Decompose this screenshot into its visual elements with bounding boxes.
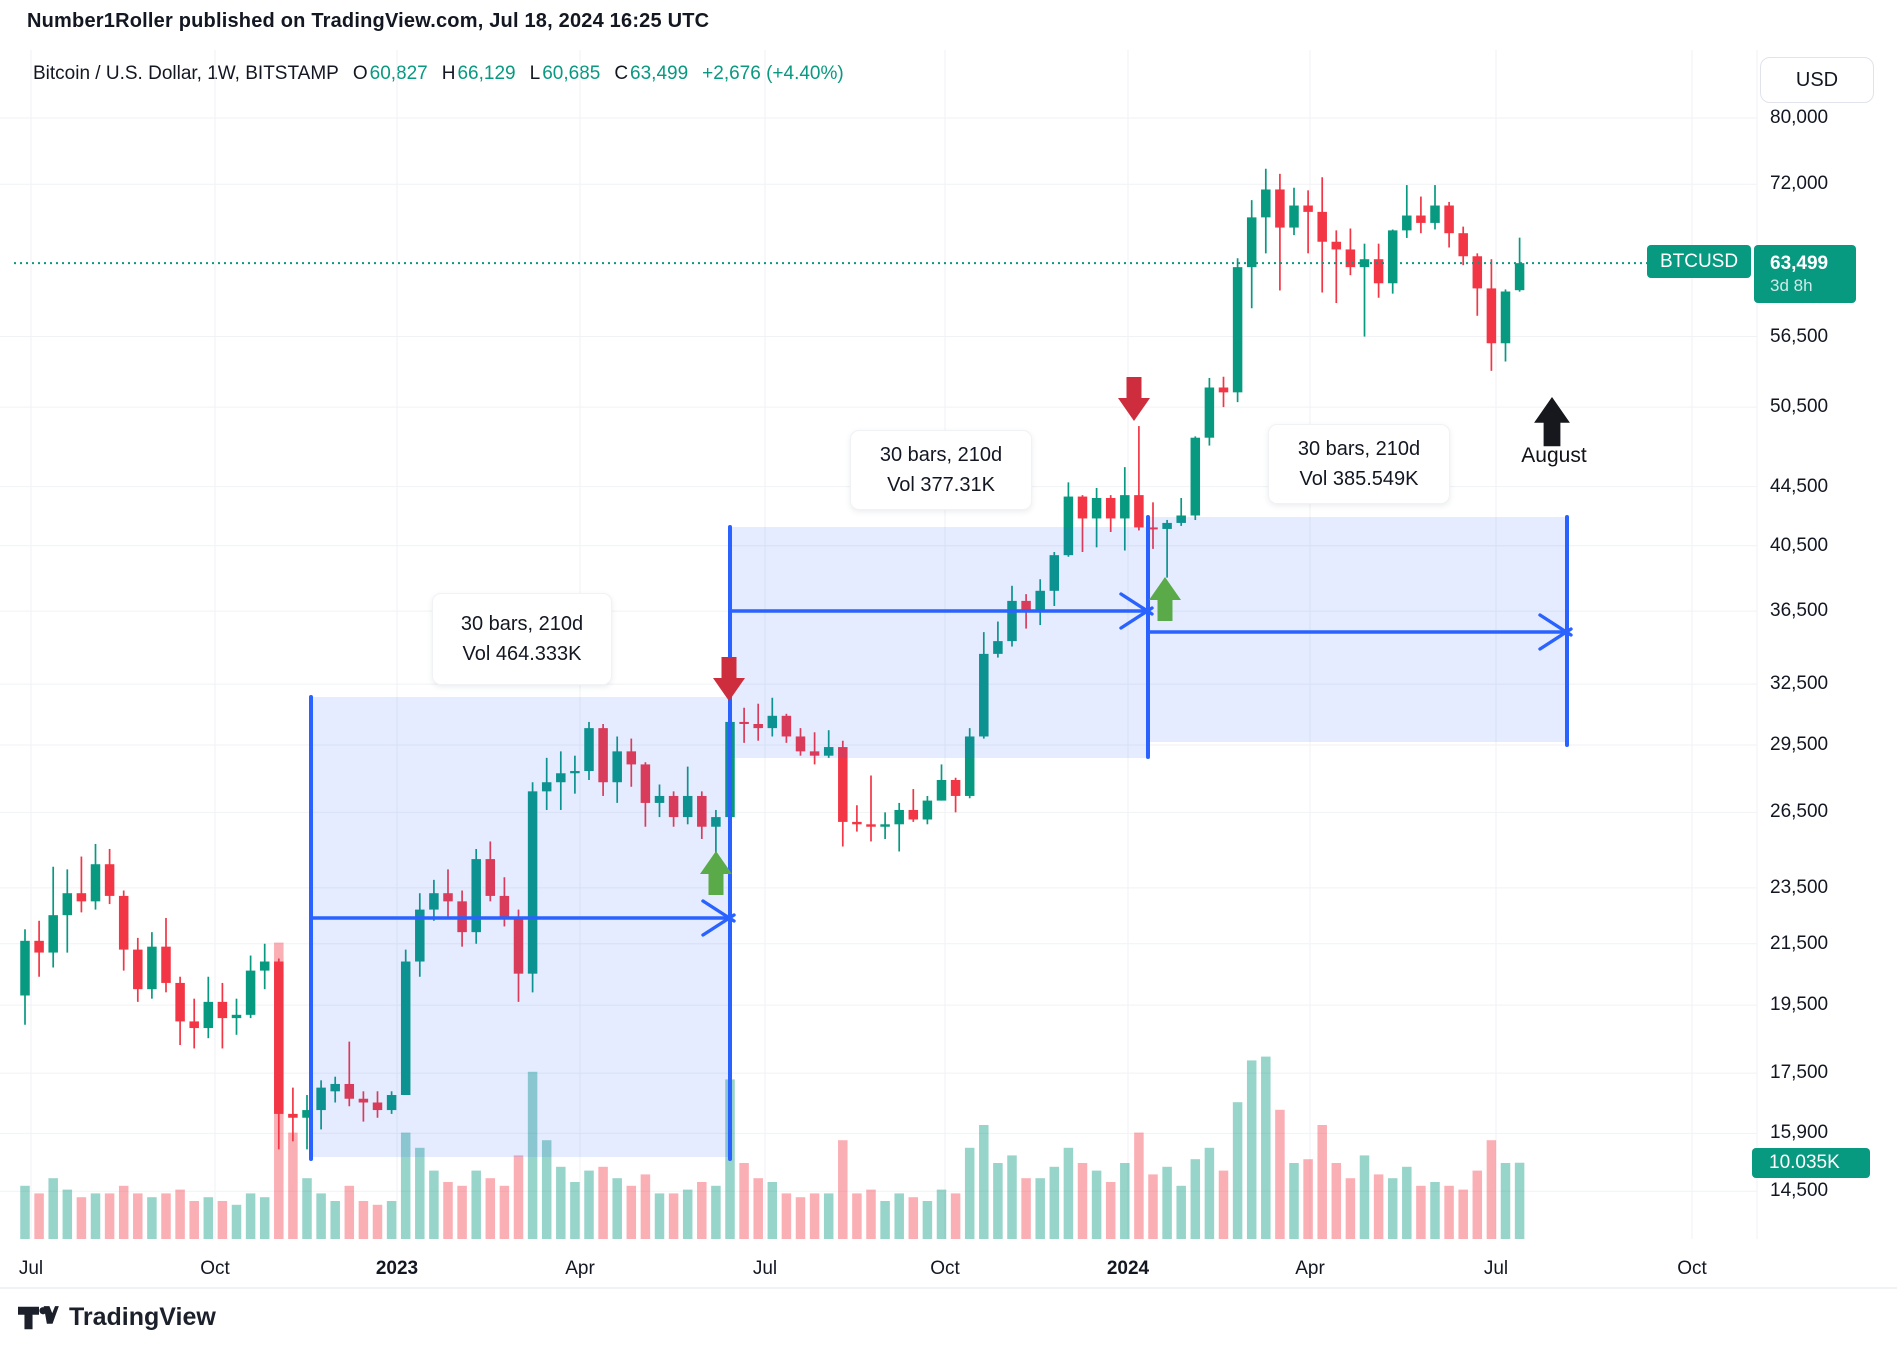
time-axis-label: Oct [200, 1258, 230, 1279]
august-annotation-label[interactable]: August [1521, 444, 1587, 467]
tradingview-logo[interactable]: TradingView [18, 1303, 216, 1332]
time-axis-label: Apr [1295, 1258, 1325, 1279]
bar-countdown: 3d 8h [1770, 275, 1813, 295]
ohlc-close: C 63,499 [614, 63, 689, 84]
last-price-value: 63,499 [1770, 252, 1829, 274]
time-axis-label: Oct [1677, 1258, 1707, 1279]
price-axis-label: 72,000 [1770, 173, 1829, 195]
time-axis-label: Jul [752, 1258, 778, 1279]
price-change: +2,676 (+4.40%) [702, 63, 844, 84]
ohlc-high: H 66,129 [441, 63, 516, 84]
measurement-volume-text: Vol 385.549K [1299, 467, 1419, 490]
measurement-bars-text: 30 bars, 210d [1297, 437, 1421, 460]
time-axis-label: Jul [18, 1258, 44, 1279]
price-axis[interactable]: 80,000 72,000 56,500 50,500 44,500 40,500 36,5… [1757, 0, 1897, 1352]
price-axis-label: 29,500 [1770, 733, 1829, 755]
price-axis-label: 15,900 [1770, 1122, 1829, 1144]
price-axis-label: 17,500 [1770, 1062, 1829, 1084]
last-price-badge: 63,499 3d 8h [1754, 245, 1856, 303]
time-axis-label: Apr [565, 1258, 595, 1279]
price-axis-label: 21,500 [1770, 932, 1829, 954]
volume-badge: 10.035K [1752, 1148, 1870, 1178]
price-axis-label: 19,500 [1770, 994, 1829, 1016]
measurement-volume-text: Vol 464.333K [462, 642, 582, 665]
price-axis-label: 50,500 [1770, 396, 1829, 418]
measurement-bars-text: 30 bars, 210d [460, 612, 584, 635]
price-axis-label: 40,500 [1770, 534, 1829, 556]
price-axis-label: 56,500 [1770, 325, 1829, 347]
time-axis[interactable]: Jul Oct 2023 Apr Jul Oct 2024 Apr Jul Oct [0, 1250, 1897, 1284]
tradingview-wordmark: TradingView [69, 1303, 216, 1331]
tradingview-logo-icon [18, 1305, 59, 1329]
time-axis-label: Oct [930, 1258, 960, 1279]
time-axis-label: 2023 [375, 1258, 419, 1279]
time-axis-label: 2024 [1106, 1258, 1150, 1279]
measurement-bars-text: 30 bars, 210d [879, 443, 1003, 466]
symbol-price-flag: BTCUSD [1647, 245, 1751, 278]
ohlc-low: L 60,685 [529, 63, 601, 84]
measurement-card[interactable]: 30 bars, 210d Vol 385.549K [1268, 424, 1450, 504]
price-axis-label: 23,500 [1770, 876, 1829, 898]
symbol-legend: Bitcoin / U.S. Dollar, 1W, BITSTAMP O 60,… [33, 63, 844, 85]
ohlc-open: O 60,827 [352, 63, 428, 84]
price-axis-label: 44,500 [1770, 475, 1829, 497]
price-axis-label: 32,500 [1770, 673, 1829, 695]
price-axis-label: 14,500 [1770, 1180, 1829, 1202]
price-axis-label: 36,500 [1770, 600, 1829, 622]
publish-info: Number1Roller published on TradingView.c… [27, 10, 710, 32]
price-axis-label: 26,500 [1770, 801, 1829, 823]
time-axis-label: Jul [1483, 1258, 1509, 1279]
measurement-card[interactable]: 30 bars, 210d Vol 377.31K [850, 430, 1032, 510]
price-axis-label: 80,000 [1770, 107, 1829, 128]
measurement-volume-text: Vol 377.31K [887, 473, 995, 496]
symbol-title[interactable]: Bitcoin / U.S. Dollar, 1W, BITSTAMP [33, 63, 339, 84]
currency-toggle-button[interactable]: USD [1760, 57, 1874, 103]
measurement-card[interactable]: 30 bars, 210d Vol 464.333K [432, 593, 612, 685]
